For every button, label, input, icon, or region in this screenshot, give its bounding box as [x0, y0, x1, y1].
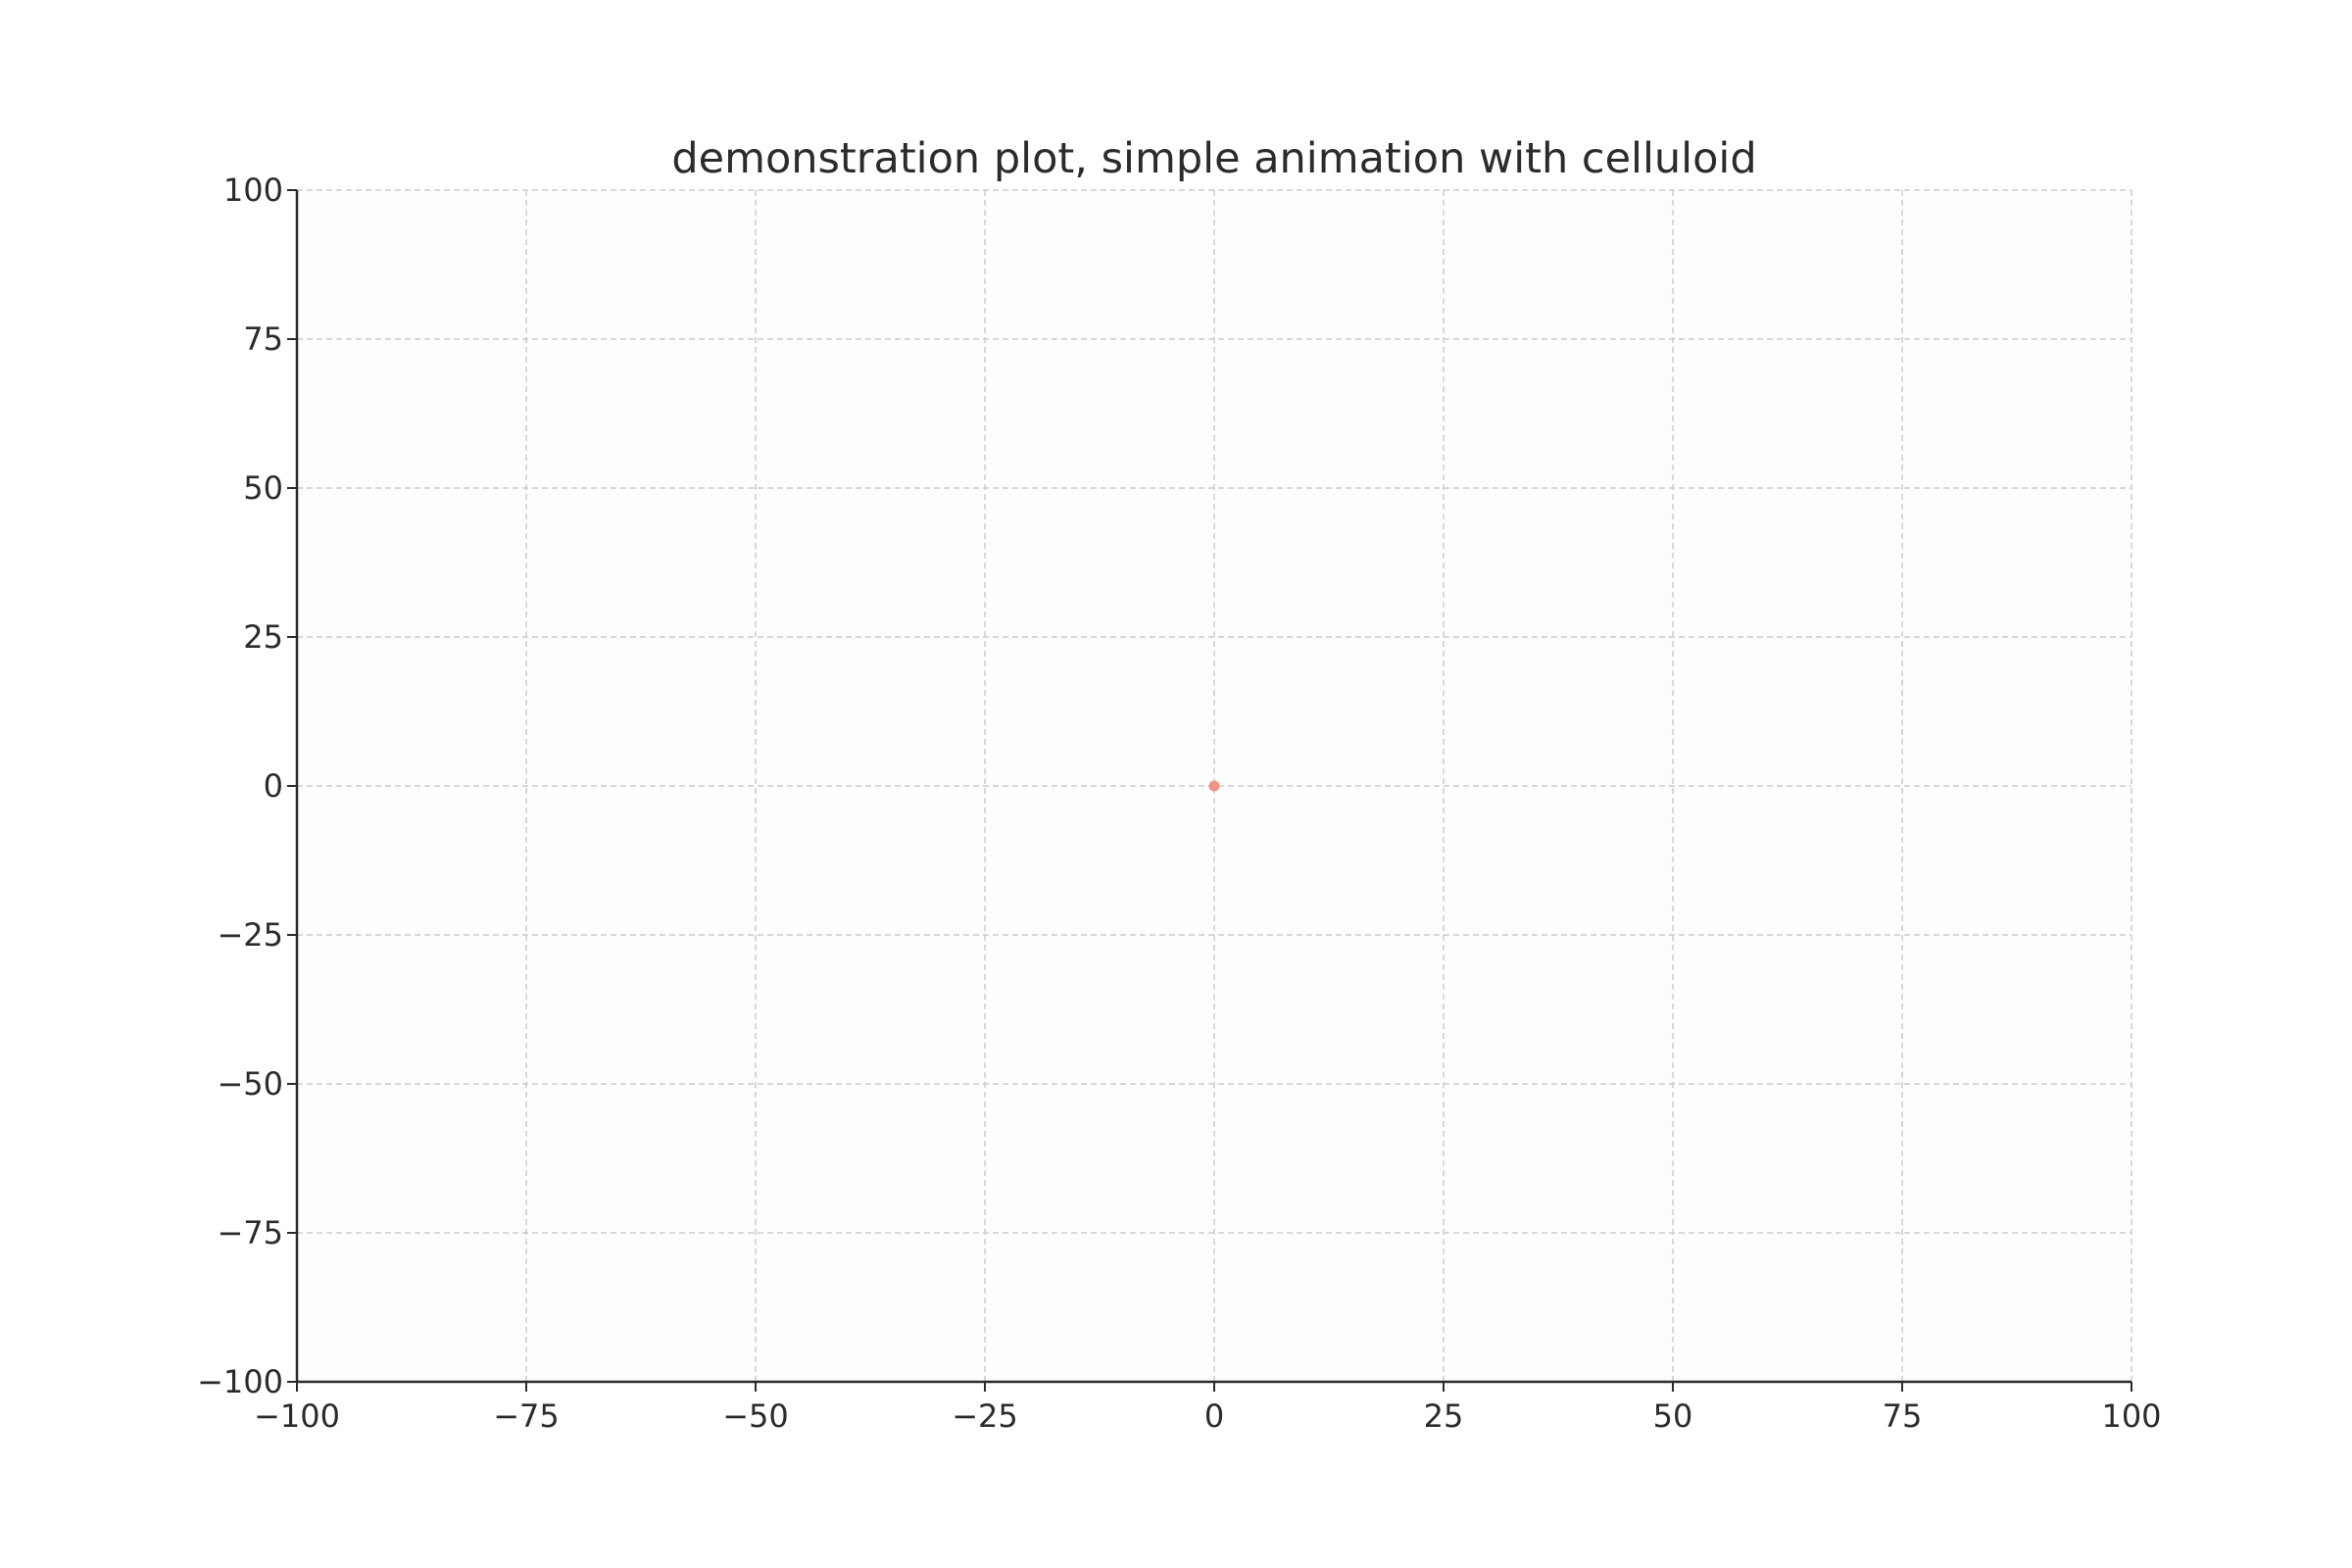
- y-tick-label-0: −100: [197, 1363, 283, 1400]
- x-tick-label-1: −75: [493, 1397, 560, 1435]
- data-points: [1208, 780, 1220, 792]
- x-tick-label-3: −25: [952, 1397, 1018, 1435]
- y-tick-label-1: −75: [217, 1214, 283, 1251]
- y-tick-label-6: 50: [243, 469, 283, 507]
- y-tick-label-2: −50: [217, 1065, 283, 1102]
- y-tick-label-3: −25: [217, 916, 283, 954]
- x-tick-label-2: −50: [722, 1397, 789, 1435]
- x-tick-label-0: −100: [254, 1397, 340, 1435]
- x-tick-label-8: 100: [2101, 1397, 2161, 1435]
- chart-title: demonstration plot, simple animation wit…: [671, 134, 1756, 183]
- y-tick-label-5: 25: [243, 618, 283, 656]
- tick-marks: [287, 189, 2132, 1392]
- y-tick-label-4: 0: [264, 767, 283, 805]
- y-tick-label-8: 100: [223, 172, 283, 209]
- y-tick-label-7: 75: [243, 320, 283, 358]
- data-point-0-0: [1208, 780, 1220, 792]
- x-tick-label-4: 0: [1204, 1397, 1224, 1435]
- x-tick-label-5: 25: [1424, 1397, 1464, 1435]
- x-tick-label-6: 50: [1653, 1397, 1693, 1435]
- x-tick-label-7: 75: [1883, 1397, 1923, 1435]
- tick-labels: −100 −75 −50 −25 0 25 50 75 100 −100 −75 −50 −25 0 25 5…: [197, 172, 2161, 1435]
